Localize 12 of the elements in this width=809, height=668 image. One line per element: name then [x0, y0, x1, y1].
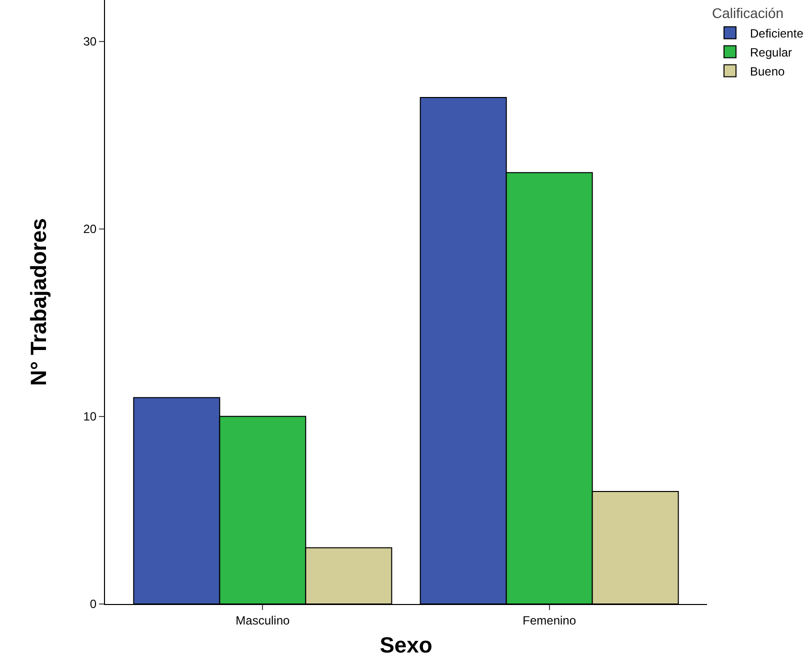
x-tick-label: Masculino: [236, 613, 290, 628]
y-tick-label: 30: [83, 34, 97, 48]
y-tick-label: 10: [83, 410, 97, 424]
x-tick-label: Femenino: [522, 613, 576, 628]
x-axis-title: Sexo: [380, 632, 432, 658]
y-axis-title: N° Trabajadores: [26, 218, 52, 386]
legend-label: Deficiente: [750, 26, 804, 40]
legend-title: Calificación: [712, 5, 784, 22]
y-tick-label: 0: [90, 597, 97, 612]
legend-label: Bueno: [750, 64, 786, 78]
y-tick-label: 20: [83, 222, 97, 236]
legend-label: Regular: [750, 45, 792, 60]
